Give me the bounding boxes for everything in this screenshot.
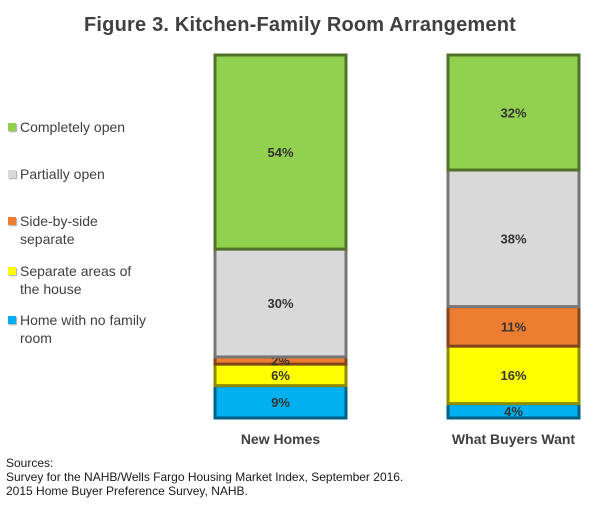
legend-label-line: Separate areas of [20, 263, 132, 279]
legend-label-separate-areas: Separate areas of the house [20, 262, 198, 298]
data-label-what-buyers-want-partially-open: 38% [500, 231, 526, 246]
legend-swatch-separate-areas [8, 267, 16, 275]
sources-heading: Sources: [6, 456, 54, 470]
data-label-new-homes-separate-areas-of-the-house: 6% [271, 368, 290, 383]
legend-swatch-partially-open [8, 170, 16, 178]
legend-label-line: the house [20, 281, 82, 297]
bar-segment-what-buyers-want-partially-open [446, 168, 581, 309]
bar-segment-new-homes-completely-open [213, 53, 348, 251]
legend-item-completely-open: Completely open [8, 118, 198, 136]
legend-label-line: Side-by-side [20, 213, 98, 229]
bars-group: 9%6%2%30%54%4%16%11%38%32% [213, 53, 581, 420]
category-labels-group: New Homes What Buyers Want [241, 431, 576, 447]
bar-segment-new-homes-partially-open [213, 247, 348, 359]
legend-label-line: Partially open [20, 166, 105, 182]
data-label-what-buyers-want-separate-areas-of-the-house: 16% [500, 368, 526, 383]
category-label-new-homes: New Homes [241, 431, 321, 447]
sources-note: Sources: Survey for the NAHB/Wells Fargo… [6, 456, 403, 498]
legend-swatch-no-family-room [8, 316, 16, 324]
sources-line-2: 2015 Home Buyer Preference Survey, NAHB. [6, 484, 248, 498]
data-label-new-homes-completely-open: 54% [267, 145, 293, 160]
legend-item-side-by-side: Side-by-side separate [8, 212, 198, 248]
legend-item-separate-areas: Separate areas of the house [8, 262, 198, 298]
legend-label-side-by-side: Side-by-side separate [20, 212, 198, 248]
legend-label-line: Home with no family [20, 312, 147, 328]
category-label-what-buyers-want: What Buyers Want [452, 431, 575, 447]
bar-segment-what-buyers-want-completely-open [446, 53, 581, 172]
data-label-new-homes-home-with-no-family-room: 9% [271, 395, 290, 410]
legend-label-line: room [20, 330, 52, 346]
legend-label-completely-open: Completely open [20, 118, 198, 136]
data-label-new-homes-partially-open: 30% [267, 296, 293, 311]
bar-segment-what-buyers-want-side-by-side-separate [446, 305, 581, 348]
data-label-what-buyers-want-completely-open: 32% [500, 106, 526, 121]
legend-item-no-family-room: Home with no family room [8, 311, 198, 347]
legend-label-line: separate [20, 231, 75, 247]
data-label-what-buyers-want-side-by-side-separate: 11% [501, 319, 527, 334]
chart-title: Figure 3. Kitchen-Family Room Arrangemen… [84, 14, 516, 36]
legend-label-partially-open: Partially open [20, 165, 198, 183]
legend-swatch-completely-open [8, 123, 16, 131]
data-label-what-buyers-want-home-with-no-family-room: 4% [504, 404, 523, 419]
legend-item-partially-open: Partially open [8, 165, 198, 183]
sources-line-1: Survey for the NAHB/Wells Fargo Housing … [6, 470, 404, 484]
legend-label-no-family-room: Home with no family room [20, 311, 198, 347]
legend-label-line: Completely open [20, 119, 126, 135]
bar-segment-what-buyers-want-separate-areas-of-the-house [446, 344, 581, 406]
legend-swatch-side-by-side [8, 217, 16, 225]
